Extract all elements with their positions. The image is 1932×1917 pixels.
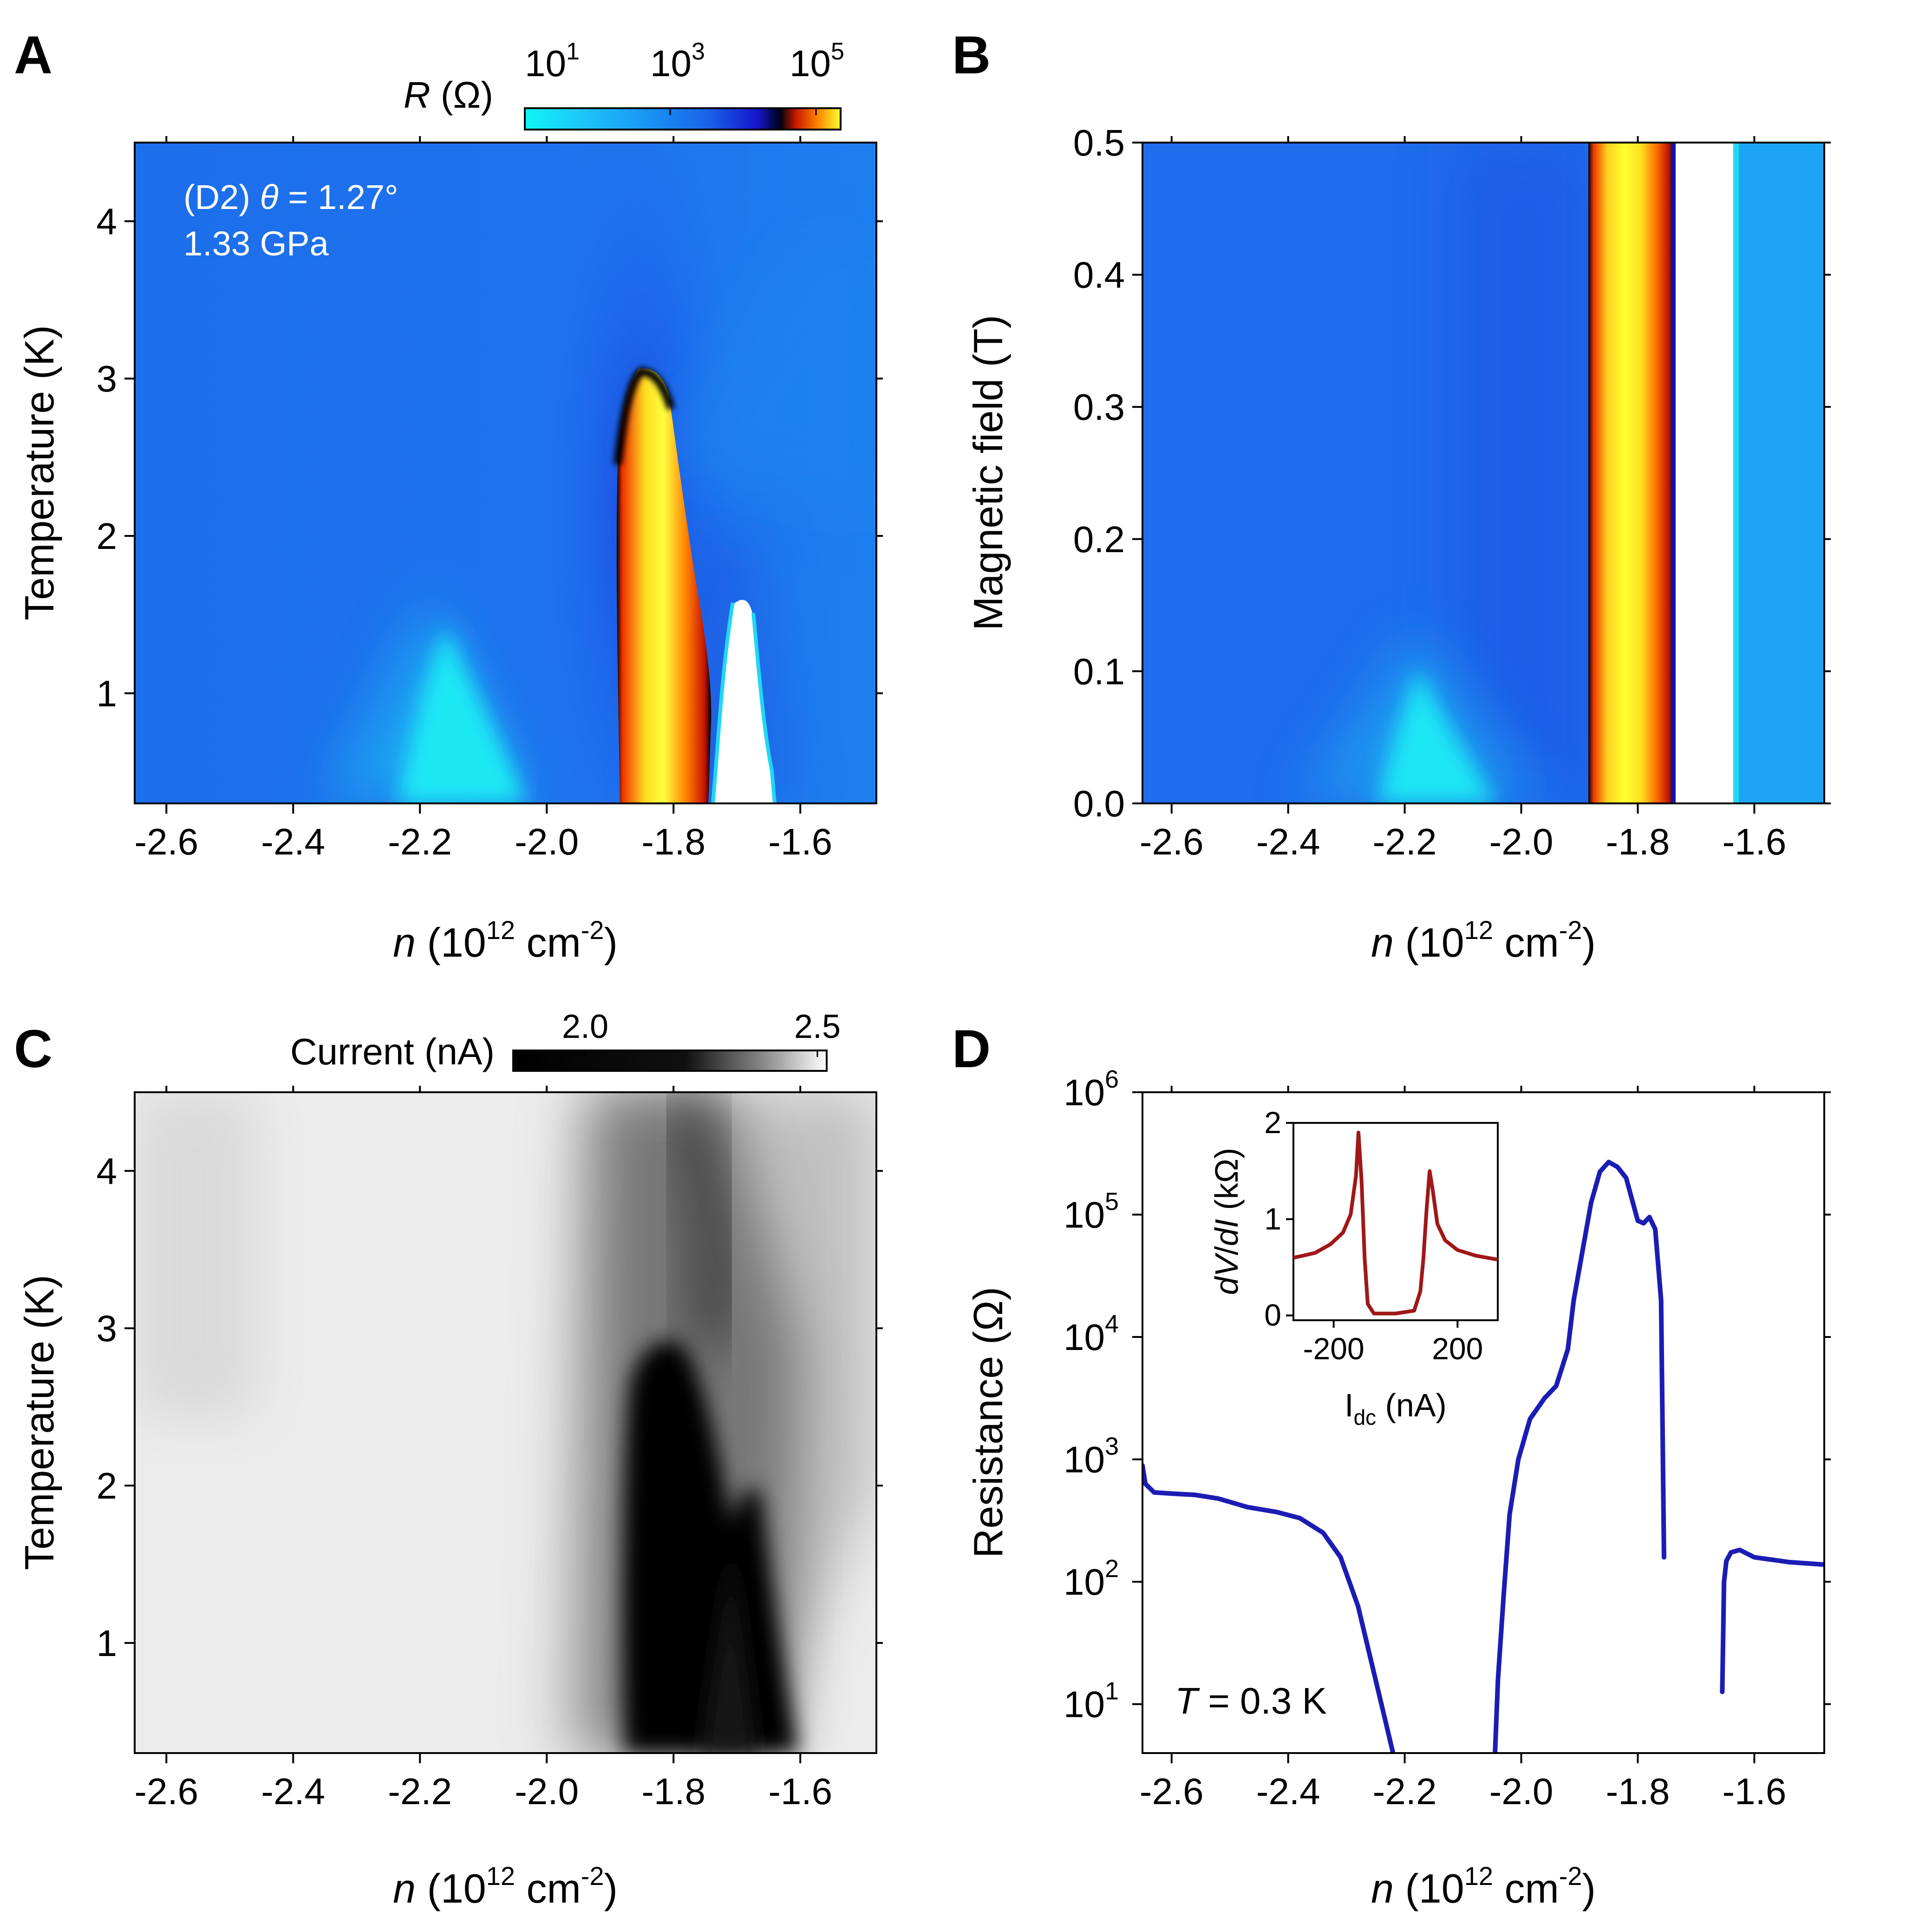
colorbar-c-label: Current (nA) <box>290 1031 495 1072</box>
colorbar-a-tick-3: 103 <box>650 38 705 84</box>
panel-c-xtick-label: -1.8 <box>641 1771 705 1812</box>
panel-a-heatmap <box>135 143 876 803</box>
panel-d-ytick-label: 103 <box>1064 1433 1119 1480</box>
panel-c-xtick-label: -2.0 <box>515 1771 579 1812</box>
panel-c-xlabel: n (1012 cm-2) <box>393 1861 618 1911</box>
panel-c-xtick-label: -2.6 <box>134 1771 198 1812</box>
panel-b-ytick-label: 0.2 <box>1073 519 1125 560</box>
sc-region-right <box>714 600 775 803</box>
panel-c-xtick-label: -1.6 <box>768 1771 832 1812</box>
panel-a: (D2) θ = 1.27° 1.33 GPa -2.6 -2.4 -2.2 -2.0… <box>16 38 883 965</box>
resistance-curve-segment-3 <box>1720 1547 1824 1695</box>
sc-dome-b <box>1377 669 1498 803</box>
panel-a-ylabel: Temperature (K) <box>16 325 62 620</box>
panel-d-ytick-label: 101 <box>1064 1677 1119 1725</box>
panel-b-ytick-label: 0.5 <box>1073 122 1125 163</box>
inset-xtick-label: -200 <box>1303 1331 1364 1366</box>
panel-a-ytick-label: 2 <box>97 515 117 557</box>
panel-a-xtick-label: -2.2 <box>388 821 452 862</box>
panel-c-ytick-label: 2 <box>97 1465 117 1506</box>
correlated-insulator-b <box>1588 143 1674 803</box>
panel-b-ytick-label: 0.0 <box>1073 783 1125 824</box>
panel-d-xtick-label: -2.4 <box>1256 1771 1320 1812</box>
panel-b-ytick-label: 0.3 <box>1073 386 1125 428</box>
panel-d-ytick-label: 104 <box>1064 1310 1119 1358</box>
panel-d-xtick-label: -1.8 <box>1606 1771 1670 1812</box>
panel-a-xtick-label: -2.6 <box>134 821 198 862</box>
panel-d: -2.6 -2.4 -2.2 -2.0 -1.8 -1.61011021031041051… <box>965 1065 1831 1911</box>
panel-a-ytick-label: 3 <box>97 358 117 399</box>
panel-a-annotation-line1: (D2) θ = 1.27° <box>183 178 398 216</box>
panel-d-ytick-label: 106 <box>1064 1065 1119 1113</box>
panel-b-ytick-label: 0.1 <box>1073 651 1125 692</box>
inset-dvdi-curve <box>1293 1130 1498 1316</box>
panel-letter-c: C <box>14 1019 52 1079</box>
inset-ylabel: dV/dI (kΩ) <box>1208 1148 1245 1295</box>
panel-d-xlabel: n (1012 cm-2) <box>1371 1861 1596 1911</box>
colorbar-a: R (Ω) 101 103 105 <box>404 38 844 130</box>
panel-d-xtick-label: -1.6 <box>1723 1771 1787 1812</box>
panel-a-ytick-label: 4 <box>97 201 117 242</box>
panel-d-temperature-label: T = 0.3 K <box>1175 1680 1327 1721</box>
panel-c-xtick-label: -2.2 <box>388 1771 452 1812</box>
panel-b-ytick-label: 0.4 <box>1073 254 1125 296</box>
panel-d-xtick-label: -2.0 <box>1489 1771 1553 1812</box>
colorbar-c-tick-2-0: 2.0 <box>562 1008 608 1045</box>
panel-c: -2.6 -2.4 -2.2 -2.0 -1.8 -1.6 1 2 3 4 Temperature… <box>16 1008 883 1911</box>
panel-c-ytick-label: 3 <box>97 1308 117 1349</box>
sc-region-b <box>1676 143 1737 803</box>
panel-b-xtick-label: -1.6 <box>1723 821 1787 862</box>
inset-xlabel: Idc (nA) <box>1345 1387 1447 1429</box>
panel-a-xtick-label: -2.0 <box>515 821 579 862</box>
panel-b-xtick-label: -2.2 <box>1373 821 1437 862</box>
panel-a-annotation-line2: 1.33 GPa <box>183 224 329 263</box>
panel-d-ytick-label: 105 <box>1064 1188 1119 1236</box>
panel-a-xtick-label: -1.6 <box>768 821 832 862</box>
panel-c-ylabel: Temperature (K) <box>16 1275 62 1570</box>
panel-b-xtick-label: -2.4 <box>1256 821 1320 862</box>
panel-a-xlabel: n (1012 cm-2) <box>393 915 618 965</box>
colorbar-a-label: R (Ω) <box>404 74 493 116</box>
panel-c-xtick-label: -2.4 <box>261 1771 325 1812</box>
panel-b-ylabel: Magnetic field (T) <box>965 315 1011 631</box>
panel-letter-d: D <box>952 1019 991 1079</box>
colorbar-c-bar <box>512 1050 828 1072</box>
inset-ytick-label: 1 <box>1264 1201 1281 1236</box>
colorbar-a-tick-1: 101 <box>525 38 580 84</box>
panel-a-xtick-label: -1.8 <box>641 821 705 862</box>
panel-b-heatmap <box>1142 143 1824 803</box>
panel-b-xtick-label: -2.6 <box>1140 821 1204 862</box>
panel-d-inset: -200 200 0 1 2 Idc (nA) dV/dI (kΩ) <box>1208 1105 1499 1429</box>
inset-ytick-label: 2 <box>1264 1105 1281 1140</box>
sc-dome-left <box>397 627 527 803</box>
resistance-curve-segment-2 <box>1493 1160 1666 1753</box>
panel-c-ytick-label: 4 <box>97 1150 117 1192</box>
panel-d-ytick-label: 102 <box>1064 1555 1119 1603</box>
panel-a-ytick-label: 1 <box>97 673 117 714</box>
low-current-region <box>623 1341 799 1753</box>
resistance-curve-segment-1 <box>1142 1463 1396 1753</box>
panel-b-xtick-label: -2.0 <box>1489 821 1553 862</box>
panel-letter-a: A <box>14 26 52 85</box>
panel-b-xlabel: n (1012 cm-2) <box>1371 915 1596 965</box>
panel-d-xtick-label: -2.6 <box>1140 1771 1204 1812</box>
panel-c-ytick-label: 1 <box>97 1623 117 1664</box>
correlated-insulator-a <box>616 368 711 803</box>
colorbar-a-bar <box>524 107 842 130</box>
panel-letter-b: B <box>952 26 991 85</box>
colorbar-a-tick-5: 105 <box>790 38 844 84</box>
inset-xtick-label: 200 <box>1432 1331 1483 1366</box>
panel-c-heatmap <box>135 1092 876 1753</box>
panel-a-xtick-label: -2.4 <box>261 821 325 862</box>
colorbar-c-tick-2-5: 2.5 <box>794 1008 841 1045</box>
panel-b-xtick-label: -1.8 <box>1606 821 1670 862</box>
panel-b: -2.6 -2.4 -2.2 -2.0 -1.8 -1.6 0.0 0.1 0.2 0.3 0.4 0… <box>965 122 1831 965</box>
panel-d-ylabel: Resistance (Ω) <box>965 1287 1011 1558</box>
inset-ytick-label: 0 <box>1264 1298 1281 1332</box>
colorbar-c: Current (nA) 2.0 2.5 <box>290 1008 841 1072</box>
panel-d-xtick-label: -2.2 <box>1373 1771 1437 1812</box>
